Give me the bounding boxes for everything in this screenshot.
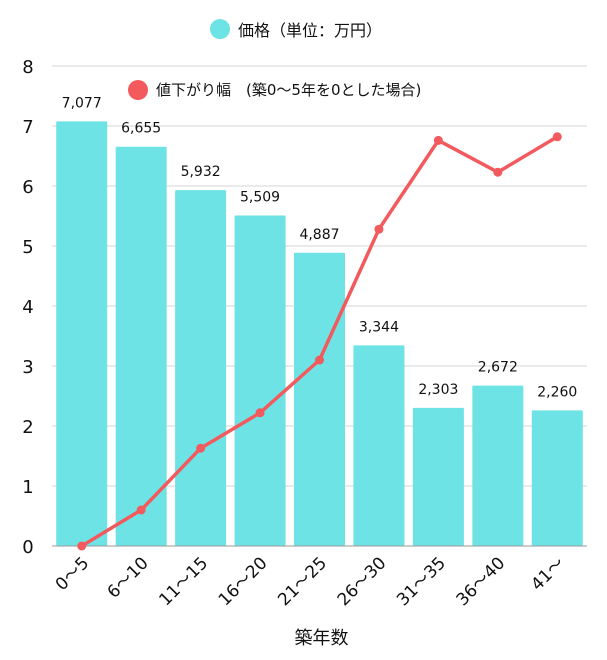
bar-data-label: 3,344 xyxy=(359,319,399,335)
legend-item-price: 価格（単位：万円） xyxy=(210,17,382,41)
legend-marker-price xyxy=(210,19,230,39)
line-point xyxy=(315,355,324,365)
x-tick-label: 26～30 xyxy=(334,553,391,610)
y-tick-label: 1 xyxy=(22,477,33,498)
y-tick-label: 5 xyxy=(22,237,33,258)
x-tick-label: 36～40 xyxy=(453,553,510,610)
line-point xyxy=(433,135,443,145)
bar xyxy=(115,146,167,546)
y-tick-label: 4 xyxy=(22,297,33,318)
x-tick-label: 11～15 xyxy=(155,553,212,610)
x-tick-label: 31～35 xyxy=(393,553,450,610)
y-tick-label: 7 xyxy=(22,117,33,138)
y-tick-label: 6 xyxy=(22,177,33,198)
line-point xyxy=(136,505,146,515)
line-point xyxy=(255,408,265,418)
y-tick-label: 2 xyxy=(22,417,33,438)
bar-data-label: 6,655 xyxy=(121,121,161,137)
bar xyxy=(353,345,405,546)
x-tick-label: 21～25 xyxy=(274,553,331,610)
line-point xyxy=(374,224,384,234)
x-tick-label: 41～ xyxy=(527,553,568,594)
line-point xyxy=(196,443,206,453)
y-tick-label: 3 xyxy=(22,357,33,378)
bar-data-label: 7,077 xyxy=(62,95,102,111)
x-axis-title: 築年数 xyxy=(295,628,349,649)
line-point xyxy=(77,541,87,551)
bar-data-label: 5,509 xyxy=(240,189,280,205)
line-point xyxy=(552,132,562,142)
legend-label-price: 価格（単位：万円） xyxy=(238,21,383,40)
legend-label-price-drop: 値下がり幅 (築0～5年を0とした場合) xyxy=(156,81,422,99)
bar xyxy=(531,410,583,546)
bar-data-label: 2,672 xyxy=(478,360,518,376)
bar-data-label: 5,932 xyxy=(181,164,221,180)
line-point xyxy=(493,167,503,177)
bar xyxy=(175,190,227,546)
bar xyxy=(234,215,286,546)
legend-marker-price-drop xyxy=(128,79,148,100)
bar xyxy=(56,121,108,546)
y-tick-label: 0 xyxy=(22,537,33,558)
x-tick-label: 6～10 xyxy=(104,553,153,602)
bar xyxy=(412,407,464,546)
y-tick-label: 8 xyxy=(22,57,33,78)
x-tick-label: 16～20 xyxy=(215,553,272,610)
bar xyxy=(294,252,345,546)
legend-item-price-drop: 値下がり幅 (築0～5年を0とした場合) xyxy=(128,79,421,100)
bar-data-label: 2,260 xyxy=(537,384,577,400)
bar-data-label: 2,303 xyxy=(418,382,458,398)
x-tick-label: 0～5 xyxy=(52,553,93,594)
bar xyxy=(472,385,524,546)
bar-data-label: 4,887 xyxy=(299,227,339,243)
